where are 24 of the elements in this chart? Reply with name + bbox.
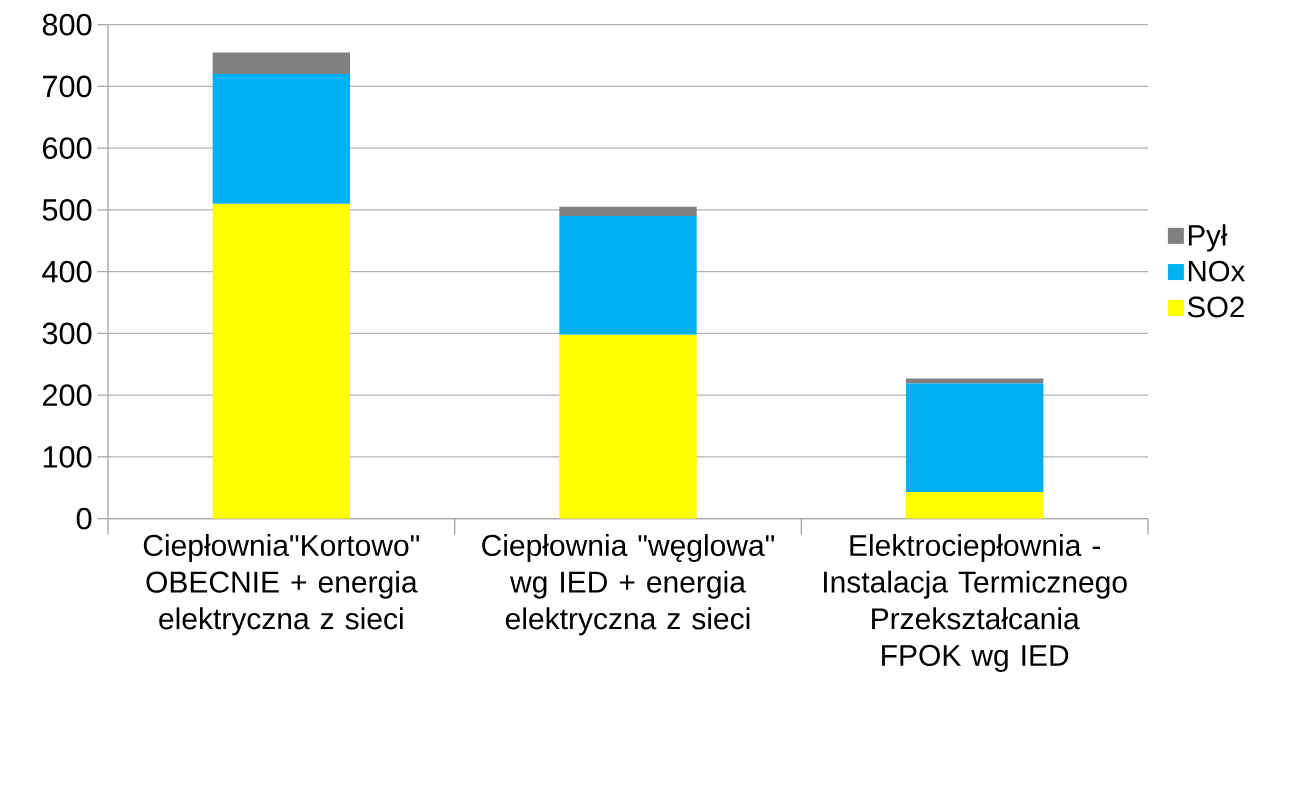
y-tick-label: 200	[43, 384, 92, 407]
y-tick-label: 700	[43, 75, 92, 98]
bar	[212, 52, 351, 75]
bar	[906, 383, 1044, 493]
bar	[559, 206, 697, 217]
x-tick-label: Ciepłownia"Kortowo" OBECNIE + energia elektryczna z sieci	[143, 534, 420, 636]
y-tick-label: 400	[42, 260, 92, 283]
bar	[212, 74, 351, 204]
legend-label: Pył	[1188, 224, 1228, 252]
bar	[559, 334, 697, 519]
legend-label: NOx	[1188, 260, 1245, 282]
y-tick-label: 0	[76, 507, 92, 530]
bar	[906, 378, 1044, 384]
x-tick-label: Ciepłownia "węglowa" wg IED + energia elektryczna z sieci	[482, 534, 775, 636]
y-tick-label: 100	[43, 446, 92, 468]
y-tick-label: 300	[42, 322, 92, 345]
y-tick-label: 600	[43, 137, 92, 160]
y-tick-label: 500	[42, 199, 92, 221]
bar	[559, 216, 697, 335]
bar	[906, 492, 1044, 519]
x-tick-label: Elektrociepłownia - Instalacja Termicznego Przekształcania FPOK wg IED	[824, 534, 1127, 673]
bar	[212, 203, 351, 519]
y-tick-label: 800	[42, 13, 92, 36]
legend-label: SO2	[1187, 296, 1244, 318]
